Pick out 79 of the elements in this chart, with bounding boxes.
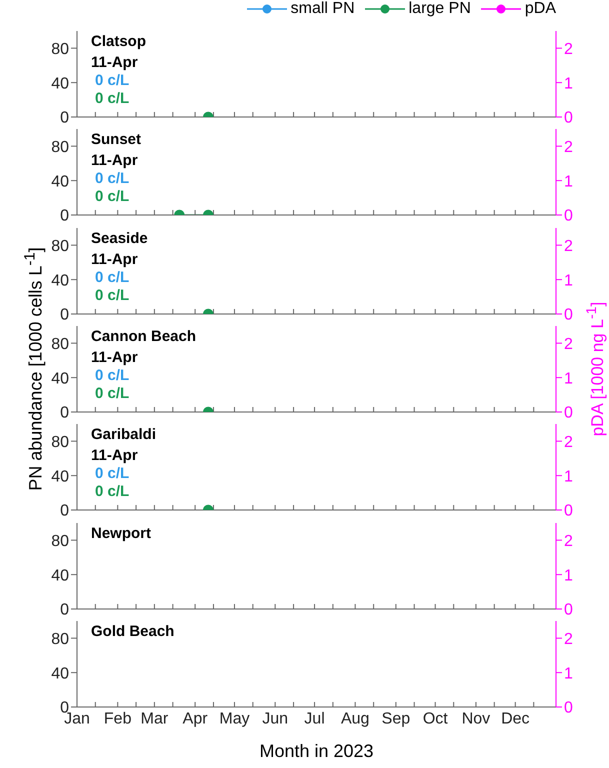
x-tick-label: Sep xyxy=(382,710,410,728)
y-tick-label: 80 xyxy=(51,139,70,156)
y2-tick-label: 1 xyxy=(564,75,573,92)
y2-tick-label: 0 xyxy=(564,110,573,127)
y-tick-label: 0 xyxy=(60,699,70,716)
legend-label: small PN xyxy=(290,0,355,18)
y2-tick-label: 0 xyxy=(564,699,573,716)
x-tick-label: Apr xyxy=(182,710,208,728)
chart-title: Clatsop xyxy=(91,33,146,51)
x-tick-label: Aug xyxy=(340,710,370,728)
y2-tick-label: 2 xyxy=(564,139,573,156)
annotation: 0 c/L xyxy=(94,465,130,484)
y-tick-label: 40 xyxy=(51,272,70,289)
chart-title: Gold Beach xyxy=(91,622,174,641)
y-tick-label: 80 xyxy=(51,434,70,452)
x-tick-label: Jun xyxy=(262,710,288,728)
y-tick-label: 80 xyxy=(51,40,70,58)
y-tick-label: 40 xyxy=(51,75,70,92)
y-tick-label: 0 xyxy=(60,404,70,422)
y2-tick-label: 1 xyxy=(564,370,573,388)
annotation: 0 c/L xyxy=(94,90,130,108)
y-tick-label: 80 xyxy=(51,532,70,550)
y2-tick-label: 1 xyxy=(564,174,573,191)
y2-tick-label: 2 xyxy=(564,434,573,452)
annotation: 11-Apr xyxy=(91,447,139,466)
x-tick-label: Feb xyxy=(104,710,132,728)
x-tick-label: May xyxy=(219,710,250,728)
y-tick-label: 0 xyxy=(60,110,70,127)
chart-title: Cannon Beach xyxy=(91,328,196,346)
y2-tick-label: 0 xyxy=(564,404,573,422)
y2-tick-label: 0 xyxy=(564,601,573,618)
y2-tick-label: 0 xyxy=(564,306,573,324)
y-tick-label: 80 xyxy=(51,336,70,353)
y-tick-label: 80 xyxy=(51,237,70,254)
y-tick-label: 40 xyxy=(51,468,70,486)
y2-tick-label: 0 xyxy=(564,208,573,225)
legend-label: pDA xyxy=(524,0,556,18)
y2-tick-label: 2 xyxy=(564,532,573,550)
y-tick-label: 0 xyxy=(60,306,70,324)
y2-tick-label: 2 xyxy=(564,40,573,58)
annotation: 0 c/L xyxy=(94,170,130,188)
y-tick-label: 0 xyxy=(60,502,70,520)
y2-tick-label: 2 xyxy=(564,336,573,353)
chart-title: Garibaldi xyxy=(91,426,156,444)
chart-title: Seaside xyxy=(91,230,148,248)
legend-label: large PN xyxy=(408,0,471,18)
chart-title: Newport xyxy=(91,524,151,542)
y2-tick-label: 2 xyxy=(564,630,573,648)
chart-title: Sunset xyxy=(91,131,142,150)
y-tick-label: 40 xyxy=(51,174,70,191)
annotation: 0 c/L xyxy=(94,384,130,403)
annotation: 11-Apr xyxy=(91,54,139,72)
y2-tick-label: 2 xyxy=(564,237,573,254)
y-tick-label: 40 xyxy=(51,665,70,682)
x-tick-label: Oct xyxy=(422,710,448,728)
x-axis-title: Month in 2023 xyxy=(258,740,375,762)
annotation: 0 c/L xyxy=(94,286,130,305)
y2-tick-label: 1 xyxy=(564,566,573,584)
y-tick-label: 40 xyxy=(51,566,70,584)
annotation: 0 c/L xyxy=(94,366,130,385)
y-tick-label: 0 xyxy=(60,601,70,618)
annotation: 0 c/L xyxy=(94,72,130,90)
x-tick-label: Jul xyxy=(304,710,325,728)
annotation: 0 c/L xyxy=(94,483,130,502)
y-tick-label: 80 xyxy=(51,630,70,648)
x-tick-label: Mar xyxy=(140,710,169,728)
y-tick-label: 0 xyxy=(60,208,70,225)
annotation: 11-Apr xyxy=(91,152,139,170)
y2-tick-label: 1 xyxy=(564,665,573,682)
y2-tick-label: 0 xyxy=(564,502,573,520)
annotation: 11-Apr xyxy=(91,250,139,269)
y2-tick-label: 1 xyxy=(564,468,573,486)
annotation: 0 c/L xyxy=(94,188,130,206)
y2-tick-label: 1 xyxy=(564,272,573,289)
annotation: 11-Apr xyxy=(91,348,139,367)
x-tick-label: Dec xyxy=(501,710,530,728)
annotation: 0 c/L xyxy=(94,268,130,287)
y-tick-label: 40 xyxy=(51,370,70,388)
x-tick-label: Nov xyxy=(462,710,490,728)
